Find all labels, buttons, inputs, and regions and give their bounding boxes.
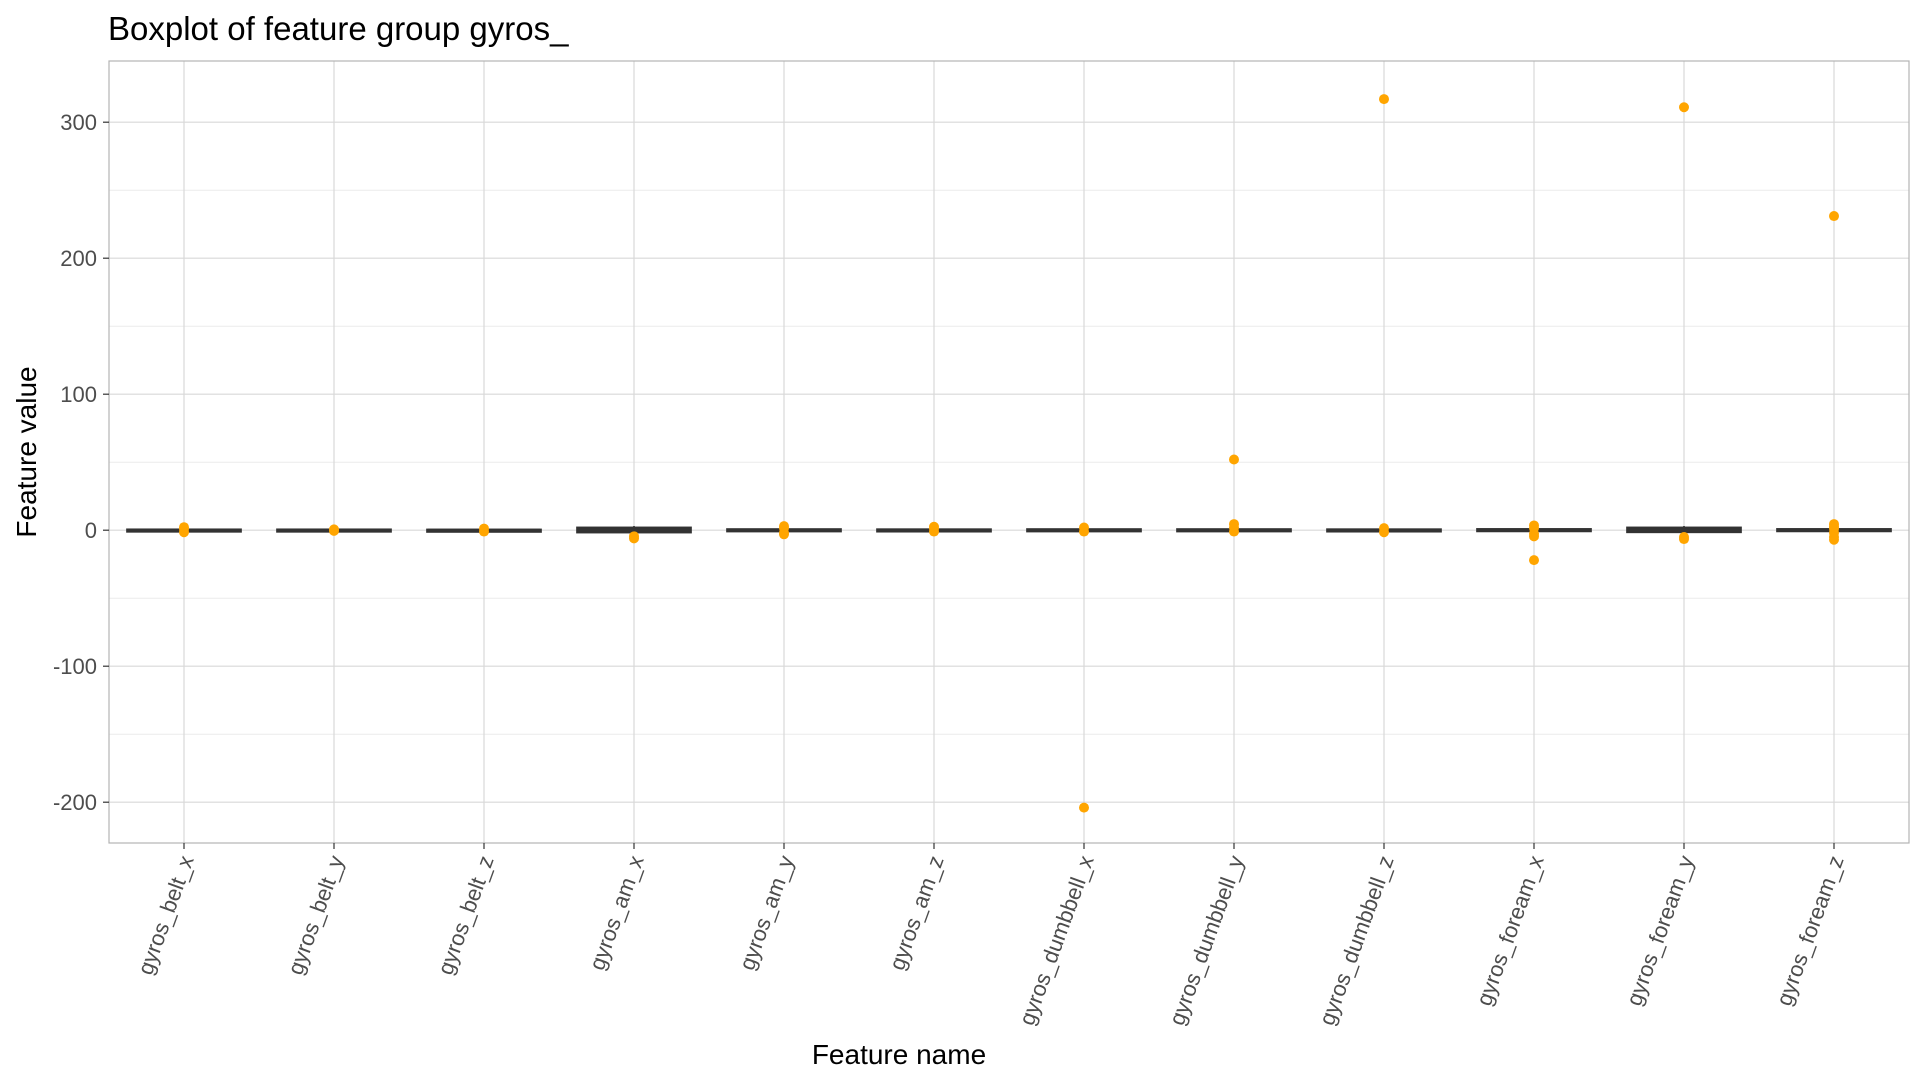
outlier-point [1379,527,1389,538]
outlier-point [179,523,189,534]
x-axis-title: Feature name [812,1039,986,1070]
x-tick-label: gyros_foream_y [1621,852,1698,1009]
x-axis-ticks: gyros_belt_x gyros_belt_y gyros_belt_z gyro… [133,843,1849,1028]
outlier-point [1529,555,1539,566]
outlier-point [1079,802,1089,813]
y-tick-label: 100 [60,382,97,407]
outlier-point [1229,454,1239,465]
outlier-point [1829,534,1839,545]
y-tick-label: -100 [53,654,97,679]
outlier-point [479,526,489,537]
chart-title: Boxplot of feature group gyros_ [108,10,569,47]
x-tick-label: gyros_dumbbell_y [1164,852,1249,1028]
outlier-point [329,525,339,536]
y-tick-label: 200 [60,246,97,271]
outlier-point [779,527,789,538]
outlier-point [1829,211,1839,222]
outlier-point [1679,532,1689,542]
x-tick-label: gyros_foream_x [1471,852,1548,1009]
outliers-layer [179,94,1839,813]
outlier-point [1229,526,1239,537]
x-tick-label: gyros_belt_y [283,852,349,978]
y-tick-label: 300 [60,110,97,135]
x-tick-label: gyros_am_y [734,852,798,973]
outlier-point [929,526,939,537]
y-axis-ticks: -200 -100 0 100 200 300 [53,110,109,815]
outlier-point [1079,526,1089,537]
y-tick-label: 0 [85,518,97,543]
grid-layer [109,61,1909,843]
x-tick-label: gyros_am_z [884,852,948,973]
plot-panel [108,60,1910,844]
y-tick-label: -200 [53,790,97,815]
x-tick-label: gyros_am_x [584,852,648,973]
x-tick-label: gyros_belt_z [433,852,499,978]
x-tick-label: gyros_foream_z [1771,852,1848,1009]
x-tick-label: gyros_dumbbell_x [1014,852,1099,1028]
x-tick-label: gyros_dumbbell_z [1314,852,1399,1028]
outlier-point [1529,531,1539,542]
y-axis-title: Feature value [11,366,42,537]
outlier-point [1379,94,1389,105]
outlier-point [629,531,639,542]
x-tick-label: gyros_belt_x [133,852,199,978]
outlier-point [1679,102,1689,113]
